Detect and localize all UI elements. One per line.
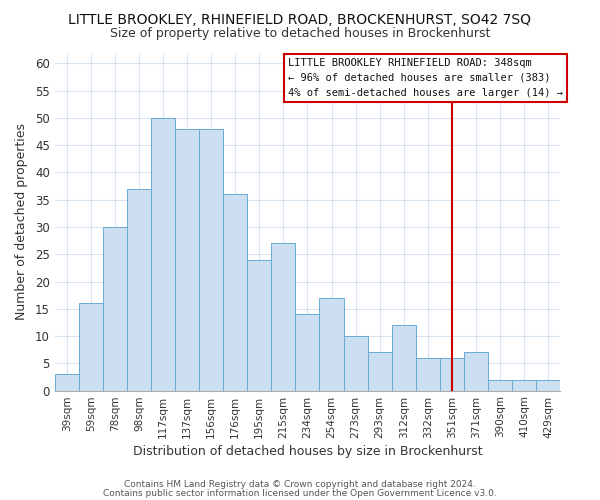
Bar <box>344 336 368 390</box>
Bar <box>271 244 295 390</box>
Text: LITTLE BROOKLEY, RHINEFIELD ROAD, BROCKENHURST, SO42 7SQ: LITTLE BROOKLEY, RHINEFIELD ROAD, BROCKE… <box>68 12 532 26</box>
Bar <box>247 260 271 390</box>
Bar <box>55 374 79 390</box>
Bar <box>488 380 512 390</box>
Bar <box>464 352 488 391</box>
Text: Contains public sector information licensed under the Open Government Licence v3: Contains public sector information licen… <box>103 488 497 498</box>
Bar <box>151 118 175 390</box>
Bar <box>536 380 560 390</box>
X-axis label: Distribution of detached houses by size in Brockenhurst: Distribution of detached houses by size … <box>133 444 482 458</box>
Bar <box>319 298 344 390</box>
Bar <box>440 358 464 390</box>
Bar <box>392 325 416 390</box>
Bar <box>512 380 536 390</box>
Bar <box>416 358 440 390</box>
Text: Contains HM Land Registry data © Crown copyright and database right 2024.: Contains HM Land Registry data © Crown c… <box>124 480 476 489</box>
Bar <box>175 129 199 390</box>
Bar <box>223 194 247 390</box>
Bar <box>127 189 151 390</box>
Bar <box>103 227 127 390</box>
Y-axis label: Number of detached properties: Number of detached properties <box>15 123 28 320</box>
Bar <box>295 314 319 390</box>
Text: LITTLE BROOKLEY RHINEFIELD ROAD: 348sqm
← 96% of detached houses are smaller (38: LITTLE BROOKLEY RHINEFIELD ROAD: 348sqm … <box>288 58 563 98</box>
Text: Size of property relative to detached houses in Brockenhurst: Size of property relative to detached ho… <box>110 28 490 40</box>
Bar <box>368 352 392 391</box>
Bar <box>199 129 223 390</box>
Bar <box>79 304 103 390</box>
